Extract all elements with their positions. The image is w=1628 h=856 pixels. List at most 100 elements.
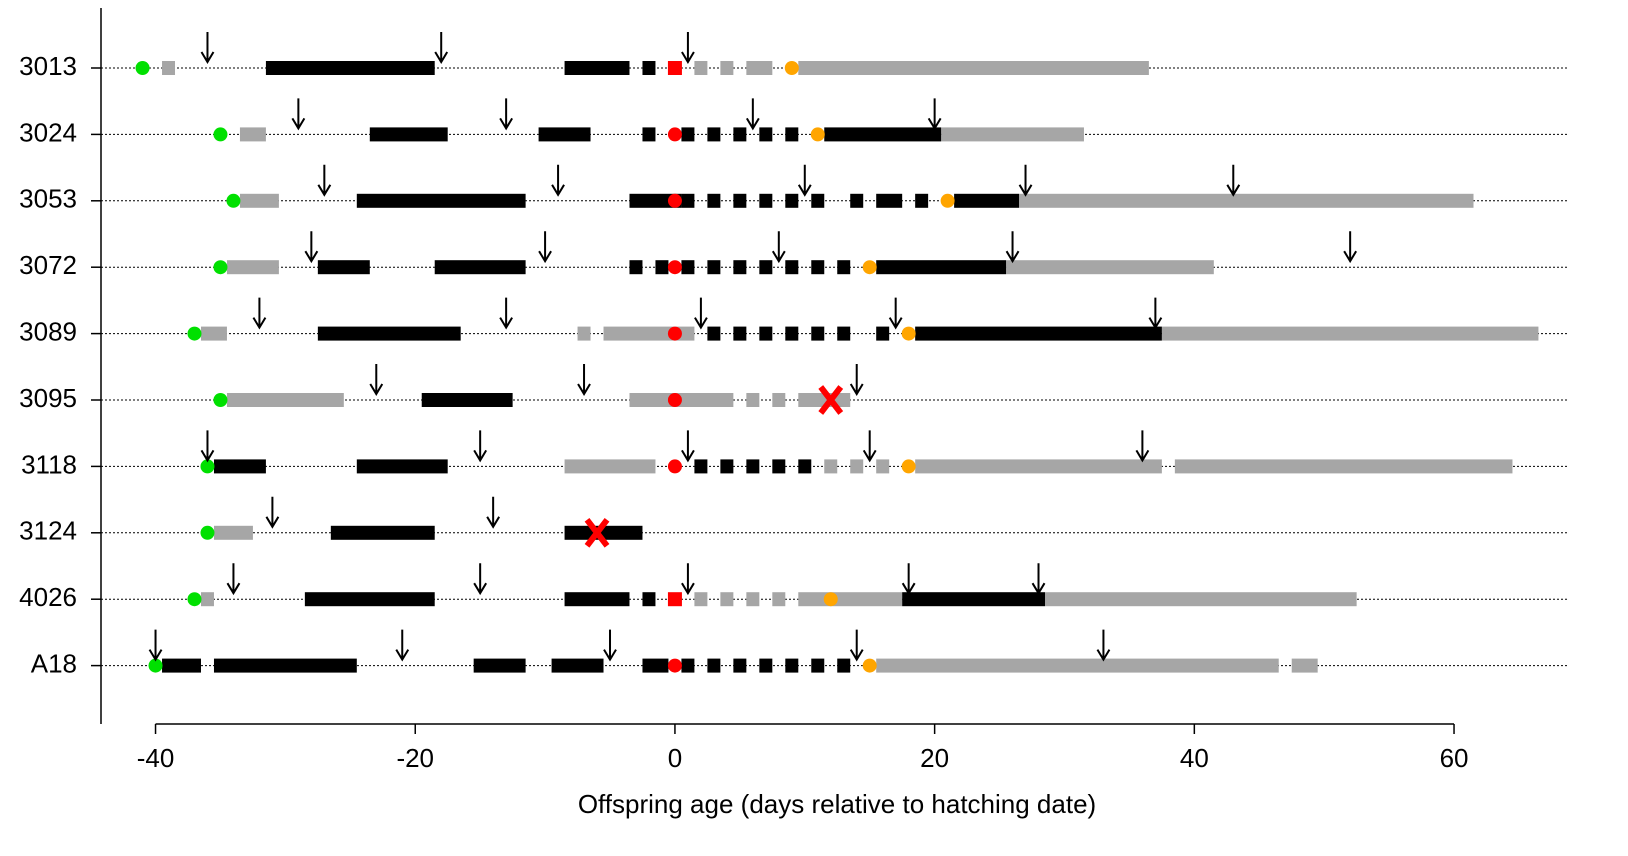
black-segment xyxy=(733,260,747,275)
arrow xyxy=(291,98,306,131)
grey-segment xyxy=(772,393,786,407)
black-segment xyxy=(915,193,929,208)
arrow xyxy=(577,364,591,396)
fail-mark xyxy=(584,517,610,548)
black-segment xyxy=(746,459,760,474)
black-segment xyxy=(785,326,799,341)
x-tick-label: -20 xyxy=(396,743,434,773)
row-label: 3072 xyxy=(19,250,77,280)
black-segment xyxy=(733,326,747,341)
black-segment xyxy=(759,326,773,341)
arrow xyxy=(1096,629,1111,662)
row-label: 3024 xyxy=(19,117,77,147)
arrow xyxy=(1031,563,1046,596)
black-segment xyxy=(707,127,721,142)
fledge-point xyxy=(823,592,838,607)
fledge-point xyxy=(901,459,916,474)
black-segment xyxy=(564,592,630,607)
black-segment xyxy=(642,658,669,673)
grey-segment xyxy=(798,61,1149,75)
grey-segment xyxy=(1291,658,1318,673)
black-segment xyxy=(681,658,695,673)
arrow xyxy=(252,297,267,330)
hatch-point xyxy=(667,393,682,407)
black-segment xyxy=(785,260,799,275)
black-segment xyxy=(681,260,695,275)
black-segment xyxy=(902,592,1046,607)
black-segment xyxy=(759,260,773,275)
black-segment xyxy=(162,658,201,673)
arrow xyxy=(849,364,864,396)
black-segment xyxy=(213,459,266,474)
grey-segment xyxy=(746,61,773,75)
hatch-point xyxy=(667,260,682,275)
black-segment xyxy=(642,592,656,607)
grey-segment xyxy=(876,459,890,474)
arrow xyxy=(1135,430,1150,463)
arrow xyxy=(1018,164,1033,197)
grey-segment xyxy=(876,658,1279,673)
start-point xyxy=(213,260,228,275)
black-segment xyxy=(798,459,812,474)
black-segment xyxy=(733,127,747,142)
hatch-point xyxy=(667,127,682,142)
black-segment xyxy=(655,260,669,275)
grey-segment xyxy=(577,326,591,341)
grey-segment xyxy=(200,326,227,341)
arrow xyxy=(771,231,786,264)
black-segment xyxy=(811,260,825,275)
black-segment xyxy=(954,193,1020,208)
black-segment xyxy=(330,525,435,540)
x-tick-label: -40 xyxy=(137,743,175,773)
arrow xyxy=(1148,297,1163,330)
black-segment xyxy=(642,127,656,142)
x-tick-label: 0 xyxy=(668,743,682,773)
arrow xyxy=(745,98,760,131)
grey-segment xyxy=(798,592,903,607)
black-segment xyxy=(837,658,851,673)
arrow xyxy=(434,32,449,64)
row-label: 3013 xyxy=(19,51,77,81)
grey-segment xyxy=(213,525,253,540)
row-label: 3095 xyxy=(19,383,77,413)
arrow xyxy=(901,563,916,596)
black-segment xyxy=(629,260,643,275)
grey-segment xyxy=(226,260,279,275)
arrow xyxy=(499,297,513,330)
grey-segment xyxy=(226,393,344,407)
hatch-point xyxy=(667,326,682,341)
black-segment xyxy=(434,260,526,275)
arrow xyxy=(1226,164,1241,197)
black-segment xyxy=(915,326,1162,341)
arrow xyxy=(473,563,488,596)
black-segment xyxy=(551,658,604,673)
black-segment xyxy=(356,193,526,208)
grey-segment xyxy=(798,393,851,407)
black-segment xyxy=(473,658,526,673)
black-segment xyxy=(876,260,1007,275)
hatch-point xyxy=(667,592,682,607)
black-segment xyxy=(629,193,682,208)
fledge-point xyxy=(862,260,877,275)
grey-segment xyxy=(162,61,176,75)
hatch-point xyxy=(667,61,682,75)
arrow xyxy=(862,430,877,463)
grey-segment xyxy=(1006,260,1214,275)
arrow xyxy=(317,164,332,197)
arrow xyxy=(369,364,384,396)
black-segment xyxy=(876,326,890,341)
black-segment xyxy=(421,393,513,407)
black-segment xyxy=(811,193,825,208)
black-segment xyxy=(681,127,695,142)
black-segment xyxy=(356,459,448,474)
black-segment xyxy=(564,61,630,75)
hatch-point xyxy=(667,658,682,673)
start-point xyxy=(135,61,150,75)
fledge-point xyxy=(940,193,955,208)
black-segment xyxy=(538,127,591,142)
start-point xyxy=(187,326,202,341)
black-segment xyxy=(759,193,773,208)
hatch-point xyxy=(667,193,682,208)
x-axis-label: Offspring age (days relative to hatching… xyxy=(578,789,1096,819)
